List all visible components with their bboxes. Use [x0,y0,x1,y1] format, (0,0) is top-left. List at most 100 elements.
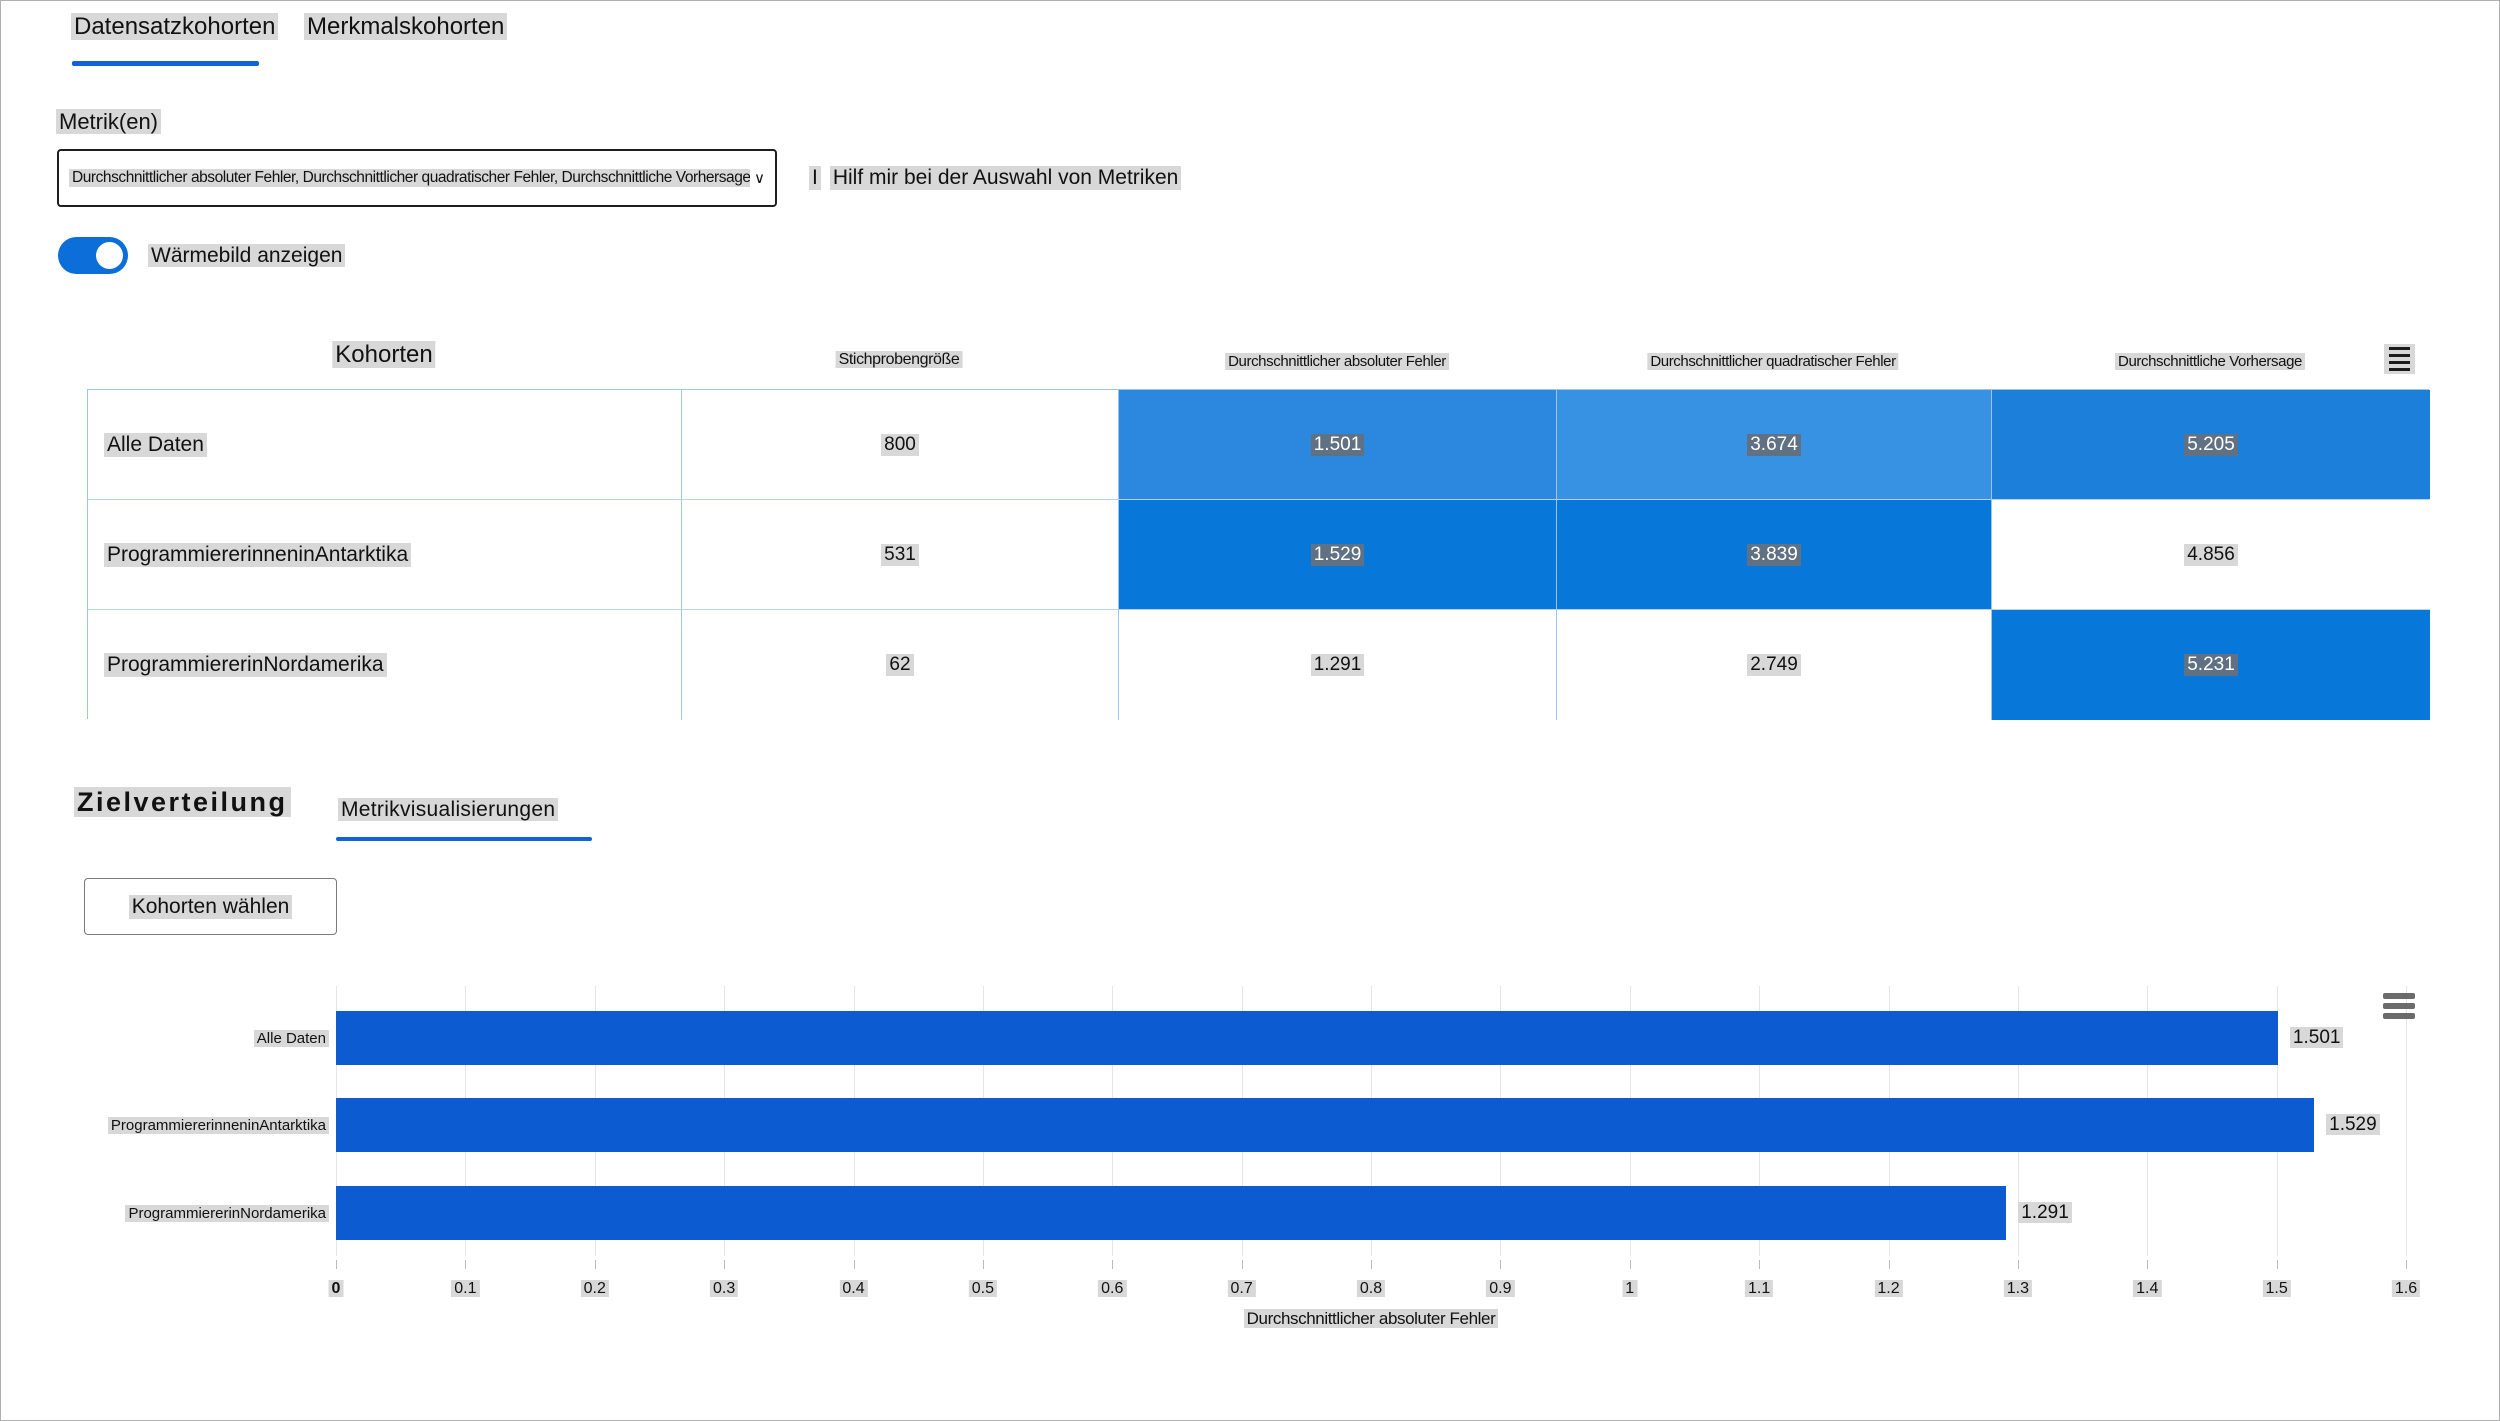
bar-value-text-Alle Daten: 1.501 [2289,1027,2344,1048]
toggle-knob [96,242,123,269]
cohort-name-row-2: ProgrammiererinNordamerika [104,653,387,677]
bar-ProgrammiererinNordamerika [336,1186,2007,1240]
x-tick-label-text-0.6: 0.6 [1098,1280,1127,1297]
x-tick-mark-0.8 [1371,1260,1372,1269]
x-tick-label-text-0.5: 0.5 [968,1280,997,1297]
mse-value-cell-row-2: 2.749 [1557,610,1992,720]
chart-x-axis-title: Durchschnittlicher absoluter Fehler [336,1309,2406,1329]
y-axis-label-ProgrammiererinNordamerika: ProgrammiererinNordamerika [1,1186,329,1240]
mae-value-row-0: 1.501 [1310,433,1365,456]
x-tick-mark-0.5 [982,1260,984,1269]
x-tick-mark-0.4 [853,1260,855,1269]
tab-dataset-cohorts-label: Datensatzkohorten [71,13,279,40]
x-tick-label-1.3: 1.3 [2003,1280,2032,1298]
select-cohorts-button[interactable]: Kohorten wählen [84,878,337,935]
mse-value-cell-row-1: 3.839 [1557,500,1992,610]
x-tick-label-text-0.9: 0.9 [1486,1280,1515,1297]
column-header-cohorts-text: Kohorten [332,341,436,368]
chart-x-axis: 0 0.1 0.2 0.3 0.4 0.5 0.6 0.7 0.8 0.9 1 1.1 1.2 1.3 1.… [328,1260,2421,1302]
x-tick-label-0.8: 0.8 [1356,1280,1386,1298]
chart-options-menu-icon[interactable] [2383,993,2415,1023]
gridline-1.6 [2406,986,2407,1256]
metric-dropdown-value: Durchschnittlicher absoluter Fehler, Dur… [69,169,751,187]
x-tick-label-1.5: 1.5 [2262,1280,2291,1298]
mean-prediction-value-row-2: 5.231 [2184,654,2238,676]
column-header-mae: Durchschnittlicher absoluter Fehler [1225,353,1449,370]
mean-prediction-value-cell-row-0: 5.205 [1992,390,2430,500]
x-tick-label-0.3: 0.3 [710,1280,739,1298]
tab-target-distribution[interactable]: Zielverteilung [74,787,291,818]
column-header-mean-prediction: Durchschnittliche Vorhersage [2115,353,2305,370]
x-tick-label-1.6: 1.6 [2391,1280,2421,1298]
x-tick-label-text-0.3: 0.3 [710,1280,739,1297]
mse-value-row-0: 3.674 [1747,433,1801,456]
cohort-metrics-table: Alle Daten 800 1.501 3.674 5.205 Programmiere… [87,389,2430,720]
sample-size-cell-row-1: 531 [682,500,1119,610]
x-tick-mark-1.2 [1888,1260,1890,1269]
y-axis-label-Alle Daten: Alle Daten [1,1011,329,1065]
mae-value-cell-row-2: 1.291 [1119,610,1557,720]
x-tick-label-0.5: 0.5 [968,1280,997,1298]
x-tick-label-text-1.2: 1.2 [1874,1280,1903,1297]
mean-prediction-value-row-1: 4.856 [2184,543,2238,566]
x-tick-label-text-1.6: 1.6 [2391,1280,2421,1297]
tab-feature-cohorts[interactable]: Merkmalskohorten [304,13,508,41]
sample-size-cell-row-2: 62 [682,610,1119,720]
x-tick-mark-0 [336,1260,337,1269]
x-tick-mark-1.4 [2147,1260,2149,1269]
cohort-name-row-0: Alle Daten [104,432,207,457]
x-tick-label-text-0.4: 0.4 [839,1280,868,1297]
metric-picker-label-text: Metrik(en) [56,109,162,134]
heatmap-toggle-label: Wärmebild anzeigen [148,244,346,268]
info-icon: I [809,166,821,190]
x-tick-label-text-0: 0 [328,1280,344,1297]
x-tick-mark-1.1 [1759,1260,1761,1269]
x-tick-label-1: 1 [1622,1280,1638,1298]
x-tick-label-text-1.4: 1.4 [2133,1280,2162,1297]
heatmap-toggle-label-text: Wärmebild anzeigen [148,244,346,267]
sample-size-cell-row-0: 800 [682,390,1119,500]
x-tick-mark-0.3 [724,1260,726,1269]
table-options-menu-icon[interactable] [2384,344,2415,374]
mse-value-cell-row-0: 3.674 [1557,390,1992,500]
bar-value-text-ProgrammiererinNordamerika: 1.291 [2018,1202,2072,1223]
bar-value-ProgrammiererinneninAntarktika: 1.529 [2326,1114,2380,1136]
mae-value-row-2: 1.291 [1310,654,1365,676]
mae-value-cell-row-1: 1.529 [1119,500,1557,610]
chart-y-axis-labels: Alle Daten ProgrammiererinneninAntarktika… [1,986,329,1256]
x-tick-label-0: 0 [328,1280,344,1298]
metric-help-link[interactable]: I Hilf mir bei der Auswahl von Metriken [809,166,1182,190]
x-tick-label-0.7: 0.7 [1227,1280,1256,1298]
tab-dataset-cohorts[interactable]: Datensatzkohorten [71,13,279,41]
x-tick-label-text-0.7: 0.7 [1227,1280,1256,1297]
mae-value-row-1: 1.529 [1310,543,1365,566]
heatmap-toggle[interactable] [58,237,128,274]
x-tick-label-text-1: 1 [1622,1280,1638,1297]
x-tick-label-text-0.2: 0.2 [580,1280,609,1297]
select-cohorts-button-label: Kohorten wählen [128,894,293,919]
active-section-tab-underline [336,837,592,841]
mse-value-row-2: 2.749 [1747,654,1801,676]
bar-Alle Daten [336,1011,2278,1065]
x-tick-label-0.9: 0.9 [1486,1280,1515,1298]
x-tick-label-text-1.3: 1.3 [2003,1280,2032,1297]
metric-dropdown[interactable]: Durchschnittlicher absoluter Fehler, Dur… [57,149,777,207]
column-header-sample-size: Stichprobengröße [835,351,963,369]
x-tick-label-text-1.5: 1.5 [2262,1280,2291,1297]
bar-value-text-ProgrammiererinneninAntarktika: 1.529 [2326,1114,2380,1135]
mae-value-cell-row-0: 1.501 [1119,390,1557,500]
x-tick-mark-0.2 [594,1260,596,1269]
x-tick-label-0.4: 0.4 [839,1280,868,1298]
x-tick-label-1.4: 1.4 [2133,1280,2162,1298]
x-tick-mark-1.5 [2276,1260,2278,1269]
x-tick-mark-1.3 [2017,1260,2019,1269]
bar-value-Alle Daten: 1.501 [2289,1027,2344,1049]
active-tab-underline [72,61,259,66]
metric-picker-label: Metrik(en) [56,109,162,135]
tab-target-distribution-label: Zielverteilung [74,787,291,817]
column-header-cohorts: Kohorten [332,341,436,369]
column-header-sample-size-text: Stichprobengröße [835,351,963,368]
x-tick-mark-1.6 [2406,1260,2407,1269]
chart-x-axis-title-text: Durchschnittlicher absoluter Fehler [1243,1309,1499,1328]
tab-metric-visualizations[interactable]: Metrikvisualisierungen [338,798,559,822]
